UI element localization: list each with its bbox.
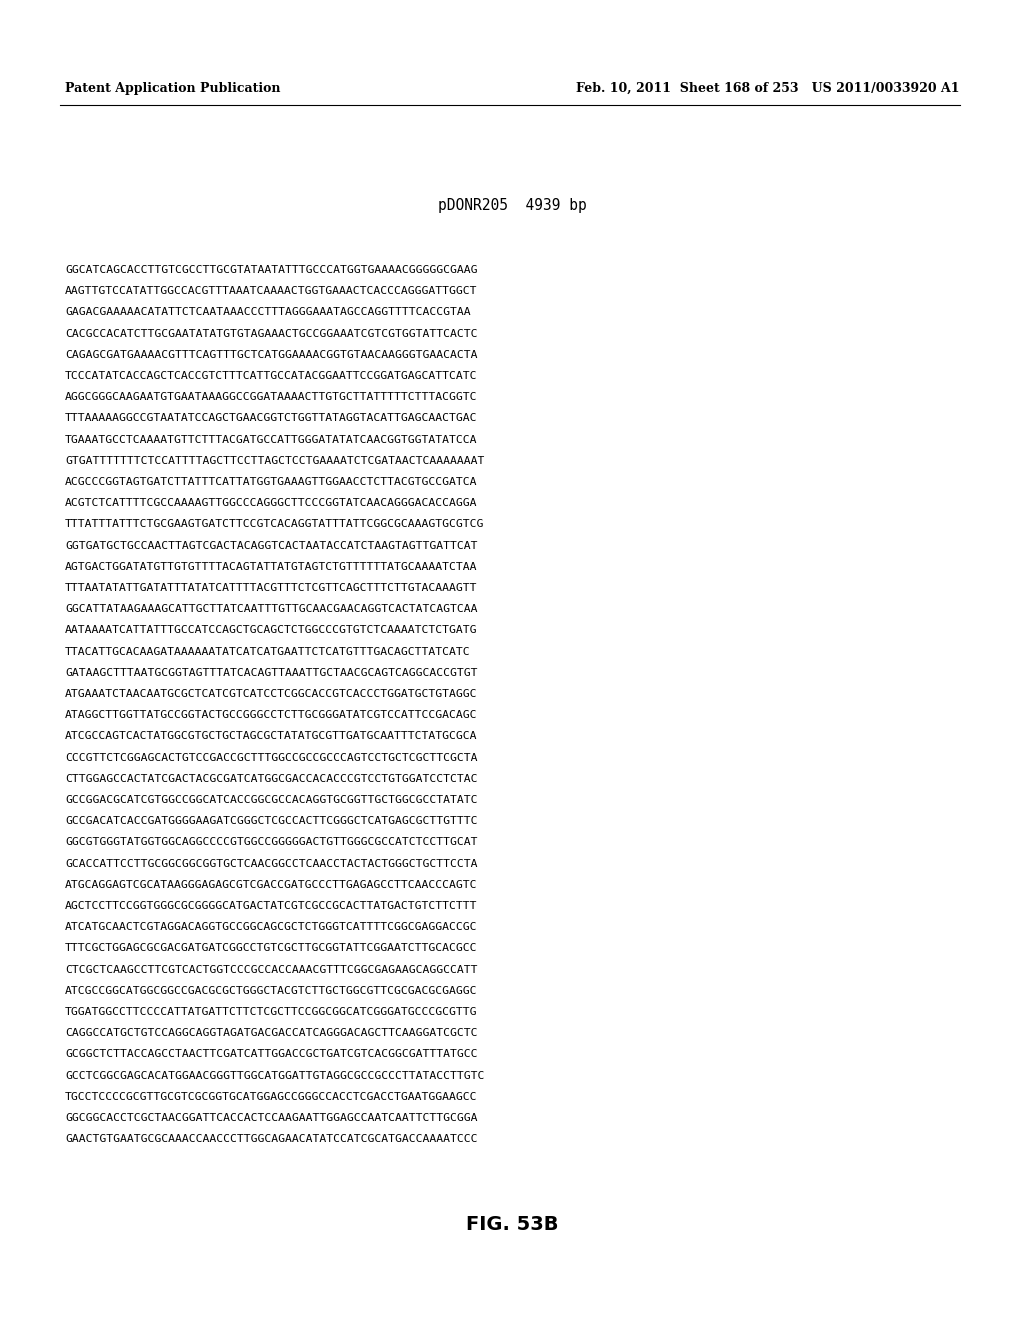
Text: CACGCCACATCTTGCGAATATATGTGTAGAAACTGCCGGAAATCGTCGTGGTATTCACTC: CACGCCACATCTTGCGAATATATGTGTAGAAACTGCCGGA…	[65, 329, 477, 339]
Text: AGGCGGGCAAGAATGTGAATAAAGGCCGGATAAAACTTGTGCTTATTTTTCTTTACGGTC: AGGCGGGCAAGAATGTGAATAAAGGCCGGATAAAACTTGT…	[65, 392, 477, 403]
Text: TGAAATGCCTCAAAATGTTCTTTACGATGCCATTGGGATATATCAACGGTGGTATATCCA: TGAAATGCCTCAAAATGTTCTTTACGATGCCATTGGGATA…	[65, 434, 477, 445]
Text: TGGATGGCCTTCCCCATTATGATTCTTCTCGCTTCCGGCGGCATCGGGATGCCCGCGTTG: TGGATGGCCTTCCCCATTATGATTCTTCTCGCTTCCGGCG…	[65, 1007, 477, 1016]
Text: ACGTCTCATTTTCGCCAAAAGTTGGCCCAGGGCTTCCCGGTATCAACAGGGACACCAGGA: ACGTCTCATTTTCGCCAAAAGTTGGCCCAGGGCTTCCCGG…	[65, 498, 477, 508]
Text: AGTGACTGGATATGTTGTGTTTTACAGTATTATGTAGTCTGTTTTTTATGCAAAATCTAA: AGTGACTGGATATGTTGTGTTTTACAGTATTATGTAGTCT…	[65, 562, 477, 572]
Text: GAACTGTGAATGCGCAAACCAACCCTTGGCAGAACATATCCATCGCATGACCAAAATCCC: GAACTGTGAATGCGCAAACCAACCCTTGGCAGAACATATC…	[65, 1134, 477, 1144]
Text: GCCTCGGCGAGCACATGGAACGGGTTGGCATGGATTGTAGGCGCCGCCCTTATACCTTGTC: GCCTCGGCGAGCACATGGAACGGGTTGGCATGGATTGTAG…	[65, 1071, 484, 1081]
Text: ATGAAATCTAACAATGCGCTCATCGTCATCCTCGGCACCGTCACCCTGGATGCTGTAGGC: ATGAAATCTAACAATGCGCTCATCGTCATCCTCGGCACCG…	[65, 689, 477, 700]
Text: ATGCAGGAGTCGCATAAGGGAGAGCGTCGACCGATGCCCTTGAGAGCCTTCAACCCAGTC: ATGCAGGAGTCGCATAAGGGAGAGCGTCGACCGATGCCCT…	[65, 880, 477, 890]
Text: CAGAGCGATGAAAACGTTTCAGTTTGCTCATGGAAAACGGTGTAACAAGGGTGAACACTA: CAGAGCGATGAAAACGTTTCAGTTTGCTCATGGAAAACGG…	[65, 350, 477, 360]
Text: GGTGATGCTGCCAACTTAGTCGACTACAGGTCACTAATACCATCTAAGTAGTTGATTCAT: GGTGATGCTGCCAACTTAGTCGACTACAGGTCACTAATAC…	[65, 541, 477, 550]
Text: AATAAAATCATTATTTGCCATCCAGCTGCAGCTCTGGCCCGTGTCTCAAAATCTCTGATG: AATAAAATCATTATTTGCCATCCAGCTGCAGCTCTGGCCC…	[65, 626, 477, 635]
Text: GGCATTATAAGAAAGCATTGCTTATCAATTTGTTGCAACGAACAGGTCACTATCAGTCAA: GGCATTATAAGAAAGCATTGCTTATCAATTTGTTGCAACG…	[65, 605, 477, 614]
Text: ATAGGCTTGGTTATGCCGGTACTGCCGGGCCTCTTGCGGGATATCGTCCATTCCGACAGC: ATAGGCTTGGTTATGCCGGTACTGCCGGGCCTCTTGCGGG…	[65, 710, 477, 721]
Text: ATCGCCAGTCACTATGGCGTGCTGCTAGCGCTATATGCGTTGATGCAATTTCTATGCGCA: ATCGCCAGTCACTATGGCGTGCTGCTAGCGCTATATGCGT…	[65, 731, 477, 742]
Text: TTTATTTATTTCTGCGAAGTGATCTTCCGTCACAGGTATTTATTCGGCGCAAAGTGCGTCG: TTTATTTATTTCTGCGAAGTGATCTTCCGTCACAGGTATT…	[65, 519, 484, 529]
Text: Patent Application Publication: Patent Application Publication	[65, 82, 281, 95]
Text: ATCATGCAACTCGTAGGACAGGTGCCGGCAGCGCTCTGGGTCATTTTCGGCGAGGACCGC: ATCATGCAACTCGTAGGACAGGTGCCGGCAGCGCTCTGGG…	[65, 923, 477, 932]
Text: CTCGCTCAAGCCTTCGTCACTGGTCCCGCCACCAAACGTTTCGGCGAGAAGCAGGCCATT: CTCGCTCAAGCCTTCGTCACTGGTCCCGCCACCAAACGTT…	[65, 965, 477, 974]
Text: ATCGCCGGCATGGCGGCCGACGCGCTGGGCTACGTCTTGCTGGCGTTCGCGACGCGAGGC: ATCGCCGGCATGGCGGCCGACGCGCTGGGCTACGTCTTGC…	[65, 986, 477, 995]
Text: GCCGGACGCATCGTGGCCGGCATCACCGGCGCCACAGGTGCGGTTGCTGGCGCCTATATC: GCCGGACGCATCGTGGCCGGCATCACCGGCGCCACAGGTG…	[65, 795, 477, 805]
Text: pDONR205  4939 bp: pDONR205 4939 bp	[437, 198, 587, 213]
Text: GAGACGAAAAACATATTCTCAATAAACCCTTTAGGGAAATAGCCAGGTTTTCACCGTAA: GAGACGAAAAACATATTCTCAATAAACCCTTTAGGGAAAT…	[65, 308, 471, 317]
Text: TTACATTGCACAAGATAAAAAATATCATCATGAATTCTCATGTTTGACAGCTTATCATC: TTACATTGCACAAGATAAAAAATATCATCATGAATTCTCA…	[65, 647, 471, 656]
Text: CTTGGAGCCACTATCGACTACGCGATCATGGCGACCACACCCGTCCTGTGGATCCTCTAC: CTTGGAGCCACTATCGACTACGCGATCATGGCGACCACAC…	[65, 774, 477, 784]
Text: ACGCCCGGTAGTGATCTTATTTCATTATGGTGAAAGTTGGAACCTCTTACGTGCCGATCA: ACGCCCGGTAGTGATCTTATTTCATTATGGTGAAAGTTGG…	[65, 477, 477, 487]
Text: AAGTTGTCCATATTGGCCACGTTTAAATCAAAACTGGTGAAACTCACCCAGGGATTGGCT: AAGTTGTCCATATTGGCCACGTTTAAATCAAAACTGGTGA…	[65, 286, 477, 296]
Text: GGCATCAGCACCTTGTCGCCTTGCGTATAATATTTGCCCATGGTGAAAACGGGGGCGAAG: GGCATCAGCACCTTGTCGCCTTGCGTATAATATTTGCCCA…	[65, 265, 477, 275]
Text: CAGGCCATGCTGTCCAGGCAGGTAGATGACGACCATCAGGGACAGCTTCAAGGATCGCTC: CAGGCCATGCTGTCCAGGCAGGTAGATGACGACCATCAGG…	[65, 1028, 477, 1039]
Text: TTTAATATATTGATATTTATATCATTTTACGTTTCTCGTTCAGCTTTCTTGTACAAAGTT: TTTAATATATTGATATTTATATCATTTTACGTTTCTCGTT…	[65, 583, 477, 593]
Text: TGCCTCCCCGCGTTGCGTCGCGGTGCATGGAGCCGGGCCACCTCGACCTGAATGGAAGCC: TGCCTCCCCGCGTTGCGTCGCGGTGCATGGAGCCGGGCCA…	[65, 1092, 477, 1102]
Text: TTTCGCTGGAGCGCGACGATGATCGGCCTGTCGCTTGCGGTATTCGGAATCTTGCACGCC: TTTCGCTGGAGCGCGACGATGATCGGCCTGTCGCTTGCGG…	[65, 944, 477, 953]
Text: GCACCATTCCTTGCGGCGGCGGTGCTCAACGGCCTCAACCTACTACTGGGCTGCTTCCTA: GCACCATTCCTTGCGGCGGCGGTGCTCAACGGCCTCAACC…	[65, 858, 477, 869]
Text: GATAAGCTTTAATGCGGTAGTTTATCACAGTTAAATTGCTAACGCAGTCAGGCACCGTGT: GATAAGCTTTAATGCGGTAGTTTATCACAGTTAAATTGCT…	[65, 668, 477, 677]
Text: GGCGTGGGTATGGTGGCAGGCCCCGTGGCCGGGGGACTGTTGGGCGCCATCTCCTTGCAT: GGCGTGGGTATGGTGGCAGGCCCCGTGGCCGGGGGACTGT…	[65, 837, 477, 847]
Text: CCCGTTCTCGGAGCACTGTCCGACCGCTTTGGCCGCCGCCCAGTCCTGCTCGCTTCGCTA: CCCGTTCTCGGAGCACTGTCCGACCGCTTTGGCCGCCGCC…	[65, 752, 477, 763]
Text: TTTAAAAAGGCCGTAATATCCAGCTGAACGGTCTGGTTATAGGTACATTGAGCAACTGAC: TTTAAAAAGGCCGTAATATCCAGCTGAACGGTCTGGTTAT…	[65, 413, 477, 424]
Text: GCCGACATCACCGATGGGGAAGATCGGGCTCGCCACTTCGGGCTCATGAGCGCTTGTTTC: GCCGACATCACCGATGGGGAAGATCGGGCTCGCCACTTCG…	[65, 816, 477, 826]
Text: GTGATTTTTTTCTCCATTTTAGCTTCCTTAGCTCCTGAAAATCTCGATAACTCAAAAAAAT: GTGATTTTTTTCTCCATTTTAGCTTCCTTAGCTCCTGAAA…	[65, 455, 484, 466]
Text: AGCTCCTTCCGGTGGGCGCGGGGCATGACTATCGTCGCCGCACTTATGACTGTCTTCTTT: AGCTCCTTCCGGTGGGCGCGGGGCATGACTATCGTCGCCG…	[65, 902, 477, 911]
Text: GGCGGCACCTCGCTAACGGATTCACCACTCCAAGAATTGGAGCCAATCAATTCTTGCGGA: GGCGGCACCTCGCTAACGGATTCACCACTCCAAGAATTGG…	[65, 1113, 477, 1123]
Text: GCGGCTCTTACCAGCCTAACTTCGATCATTGGACCGCTGATCGTCACGGCGATTTATGCC: GCGGCTCTTACCAGCCTAACTTCGATCATTGGACCGCTGA…	[65, 1049, 477, 1060]
Text: TCCCATATCACCAGCTCACCGTCTTTCATTGCCATACGGAATTCCGGATGAGCATTCATC: TCCCATATCACCAGCTCACCGTCTTTCATTGCCATACGGA…	[65, 371, 477, 381]
Text: Feb. 10, 2011  Sheet 168 of 253   US 2011/0033920 A1: Feb. 10, 2011 Sheet 168 of 253 US 2011/0…	[577, 82, 961, 95]
Text: FIG. 53B: FIG. 53B	[466, 1216, 558, 1234]
